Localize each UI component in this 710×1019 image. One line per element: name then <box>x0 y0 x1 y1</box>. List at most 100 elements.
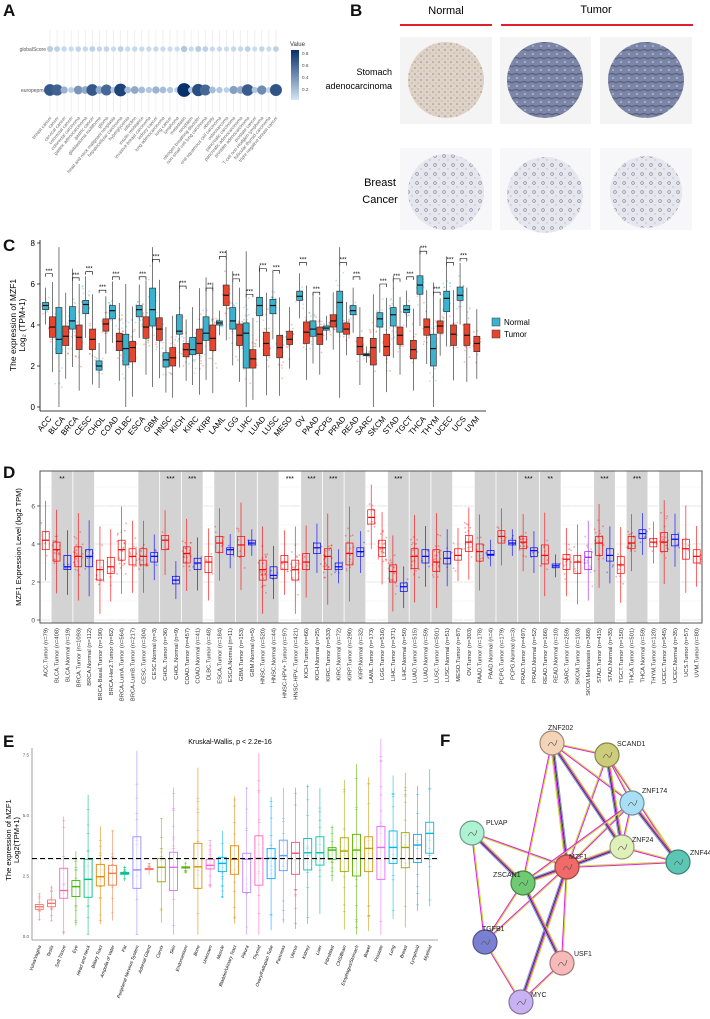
jitter-point <box>408 330 411 332</box>
x-tick-label: Cervix <box>155 944 164 959</box>
jitter-point <box>397 350 399 353</box>
significance-label: *** <box>72 273 80 279</box>
significance-label: *** <box>259 264 267 270</box>
box-tumor <box>106 556 115 574</box>
jitter-point <box>426 549 429 552</box>
x-tick-label: HNSC.Normal (n=44) <box>272 628 278 683</box>
box <box>400 832 410 869</box>
box <box>303 838 313 871</box>
jitter-point <box>174 343 176 346</box>
interaction-edge <box>524 882 564 963</box>
box-normal <box>429 333 437 367</box>
jitter-point <box>346 527 349 530</box>
box-normal <box>269 299 277 315</box>
interaction-edge <box>552 741 624 847</box>
dot <box>103 46 110 52</box>
significance-label: *** <box>273 266 281 272</box>
jitter-point <box>345 567 348 570</box>
x-tick-label: Adrenal Gland <box>137 944 152 975</box>
jitter-point <box>379 533 382 535</box>
jitter-point <box>66 322 69 325</box>
jitter-point <box>97 583 100 586</box>
jitter-point <box>523 545 526 548</box>
jitter-point <box>194 367 197 370</box>
box-tumor <box>161 535 169 551</box>
x-tick-label: HNSC-HPV+.Tumor (n=97) <box>282 628 288 698</box>
jitter-point <box>411 541 414 544</box>
jitter-point <box>434 325 437 328</box>
jitter-point <box>88 294 91 297</box>
jitter-point <box>217 318 220 321</box>
jitter-point <box>101 372 104 375</box>
jitter-point <box>286 570 289 573</box>
jitter-point <box>182 565 185 568</box>
jitter-point <box>443 320 446 323</box>
legend-tick-label: 0.2 <box>302 87 309 92</box>
x-tick-label: READ.Normal (n=10) <box>554 628 560 683</box>
jitter-point <box>221 324 224 327</box>
dot <box>223 46 230 52</box>
jitter-point <box>109 303 111 306</box>
significance-bracket <box>45 273 53 277</box>
jitter-point <box>155 341 158 344</box>
jitter-point <box>292 566 294 569</box>
jitter-point <box>439 549 442 552</box>
significance-bracket <box>272 270 280 274</box>
y-tick-label: 8 <box>31 239 36 248</box>
jitter-point <box>479 536 482 539</box>
jitter-point <box>224 312 227 315</box>
box-normal <box>229 307 237 330</box>
jitter-point <box>101 331 104 334</box>
y-tick-label: 2 <box>31 362 36 371</box>
interaction-edge <box>470 833 485 943</box>
legend-tick-label: 0.6 <box>302 63 309 68</box>
jitter-point <box>437 545 440 547</box>
jitter-point <box>518 549 521 551</box>
x-tick-label: Fat <box>121 944 128 953</box>
jitter-point <box>74 355 77 357</box>
jitter-point <box>140 550 143 552</box>
jitter-point <box>308 312 311 315</box>
jitter-point <box>261 585 263 588</box>
box-normal <box>256 296 263 317</box>
jitter-point <box>301 286 304 289</box>
jitter-point <box>393 572 396 575</box>
jitter-point <box>441 333 444 336</box>
jitter-point <box>175 335 178 338</box>
panel-label-c: C <box>3 236 15 255</box>
significance-label: *** <box>152 254 160 260</box>
jitter-point <box>519 538 522 541</box>
x-tick-label: READ.Tumor (n=166) <box>543 628 549 684</box>
x-tick-label: CHOL.Tumor (n=36) <box>163 628 169 681</box>
jitter-point <box>382 551 385 554</box>
significance-label: *** <box>99 285 107 291</box>
node-label: ZNF202 <box>548 725 573 732</box>
jitter-point <box>287 570 289 573</box>
jitter-point <box>369 331 372 334</box>
jitter-point <box>367 530 370 532</box>
jitter-point <box>602 557 605 560</box>
jitter-point <box>88 352 91 355</box>
jitter-point <box>168 371 171 374</box>
box-normal <box>85 549 93 568</box>
jitter-point <box>456 307 459 310</box>
jitter-point <box>388 327 391 329</box>
jitter-point <box>591 551 594 554</box>
jitter-point <box>400 344 403 347</box>
y-axis-title: The expression of MZF1 <box>4 799 13 880</box>
jitter-point <box>453 322 456 325</box>
jitter-point <box>141 559 143 562</box>
group-band <box>626 471 648 623</box>
jitter-point <box>470 546 472 548</box>
jitter-point <box>449 285 452 288</box>
jitter-point <box>335 279 338 282</box>
jitter-point <box>249 382 252 385</box>
jitter-point <box>412 549 414 552</box>
jitter-point <box>122 377 125 380</box>
jitter-point <box>324 562 327 564</box>
dot <box>132 46 138 52</box>
jitter-point <box>662 538 664 541</box>
tissue-core-breast-normal <box>408 154 484 230</box>
jitter-point <box>214 362 217 365</box>
